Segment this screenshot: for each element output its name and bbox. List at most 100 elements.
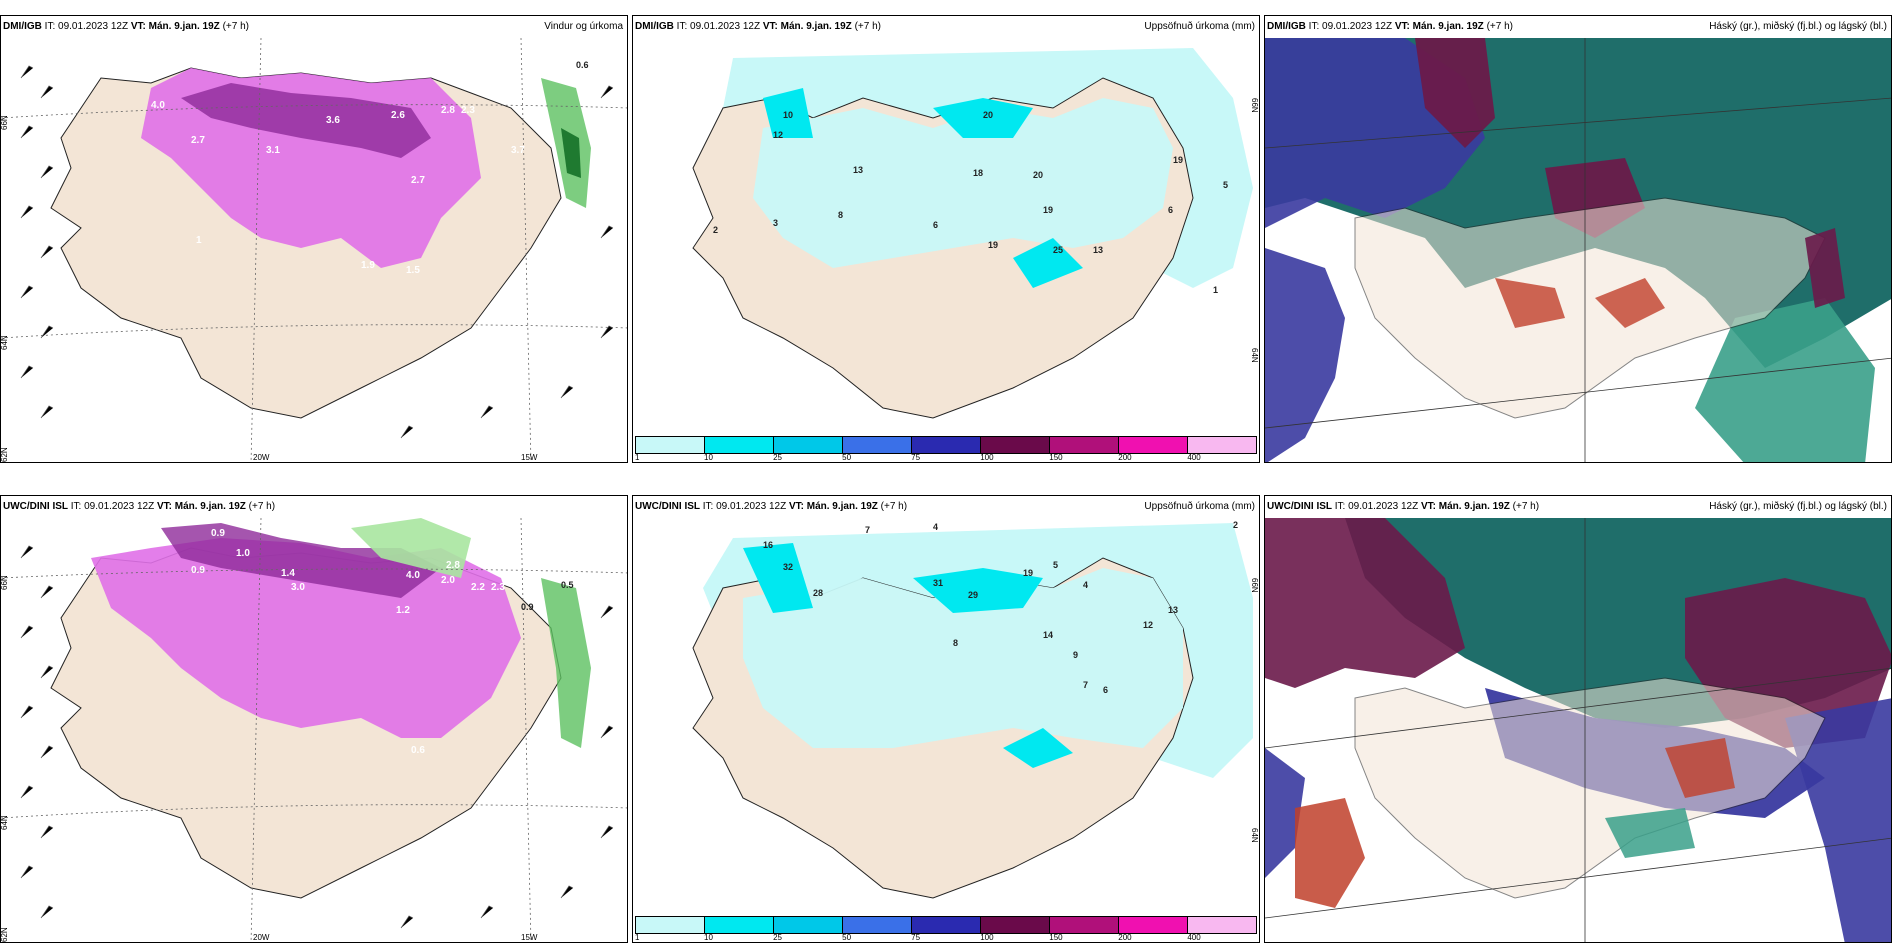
lead-time: (+7 h) <box>248 501 276 512</box>
colorbar-tick: 100 <box>980 453 994 462</box>
accum-value: 7 <box>1083 680 1088 690</box>
colorbar: 1 10 25 50 75 100 150 200 400 <box>633 916 1259 942</box>
colorbar-tick: 400 <box>1187 453 1201 462</box>
precip-area-purple-dark <box>181 83 431 158</box>
accum-value: 28 <box>813 588 823 598</box>
accum-value: 14 <box>1043 630 1053 640</box>
lon-label: 20W <box>253 933 270 942</box>
lon-label: 15W <box>521 933 538 942</box>
colorbar-swatch <box>774 437 843 453</box>
precip-value: 3.7 <box>511 145 525 156</box>
accum-value: 5 <box>1053 560 1058 570</box>
model-source: UWC/DINI ISL <box>3 501 68 512</box>
cloud-high-area <box>1265 518 1465 688</box>
cloud-high-patch <box>1665 738 1735 798</box>
panel-header: UWC/DINI ISL IT: 09.01.2023 12Z VT: Mán.… <box>1265 496 1891 518</box>
init-time: IT: 09.01.2023 12Z <box>1334 501 1419 512</box>
cloud-mid-area <box>1265 248 1345 462</box>
accum-value: 31 <box>933 578 943 588</box>
graticule <box>1265 518 1891 942</box>
lat-label: 64N <box>1 335 9 350</box>
accum-value: 12 <box>773 130 783 140</box>
graticule <box>1 518 627 942</box>
map-area: 4.0 2.7 3.1 3.6 2.6 2.8 2.3 3.7 2.7 1.9 … <box>1 38 627 462</box>
precip-value: 2.7 <box>411 175 425 186</box>
precip-value: 4.0 <box>151 100 165 111</box>
lead-time: (+7 h) <box>222 21 249 32</box>
accum-value: 19 <box>1023 568 1033 578</box>
colorbar-tick: 150 <box>1049 933 1063 942</box>
model-source: DMI/IGB <box>635 21 674 32</box>
accum-value: 25 <box>1053 245 1063 255</box>
accum-value: 3 <box>773 218 778 228</box>
cloud-mid-area <box>1785 698 1891 942</box>
precip-value: 2.8 <box>441 105 455 116</box>
product-title: Uppsöfnuð úrkoma (mm) <box>1144 21 1255 32</box>
accum-value: 6 <box>1168 205 1173 215</box>
precip-value: 1.4 <box>281 568 295 579</box>
map-panel-uwc-accum-precip: UWC/DINI ISL IT: 09.01.2023 12Z VT: Mán.… <box>632 495 1260 943</box>
precip-value: 0.9 <box>521 602 534 612</box>
lon-label: 20W <box>253 453 270 462</box>
colorbar-swatch <box>774 917 843 933</box>
colorbar-tick: 10 <box>704 933 713 942</box>
cloud-high-patch <box>1595 278 1665 328</box>
map-area: 10 20 12 13 18 20 19 19 8 6 3 2 1 5 6 13… <box>633 38 1259 438</box>
precip-value: 1.9 <box>361 260 375 271</box>
colorbar: 1 10 25 50 75 100 150 200 400 <box>633 436 1259 462</box>
colorbar-swatch <box>636 917 705 933</box>
colorbar-swatch <box>1188 437 1256 453</box>
panel-header: UWC/DINI ISL IT: 09.01.2023 12Z VT: Mán.… <box>1 496 627 518</box>
lat-label: 66N <box>1 575 9 590</box>
graticule <box>1265 38 1891 462</box>
accum-value: 13 <box>1093 245 1103 255</box>
init-time: IT: 09.01.2023 12Z <box>676 21 761 32</box>
accum-value: 13 <box>1168 605 1178 615</box>
colorbar-swatch <box>1050 437 1119 453</box>
map-area <box>1265 518 1891 942</box>
lat-label: 64N <box>1250 348 1259 363</box>
colorbar-tick: 150 <box>1049 453 1063 462</box>
colorbar-tick: 10 <box>704 453 713 462</box>
panel-header: DMI/IGB IT: 09.01.2023 12Z VT: Mán. 9.ja… <box>633 16 1259 38</box>
lat-label: 66N <box>1250 98 1259 113</box>
graticule <box>1 38 627 462</box>
lat-label: 62N <box>1 447 9 462</box>
map-area <box>1265 38 1891 462</box>
precip-value: 0.9 <box>211 528 225 539</box>
accum-value: 9 <box>1073 650 1078 660</box>
model-source: DMI/IGB <box>1267 21 1306 32</box>
cloud-low-area <box>1695 298 1875 462</box>
colorbar-swatch <box>705 437 774 453</box>
accum-value: 10 <box>783 110 793 120</box>
valid-time: VT: Mán. 9.jan. 19Z <box>788 501 878 512</box>
map-area: 0.9 1.0 0.6 0.9 4.0 2.8 2.0 2.2 2.3 3.0 … <box>1 518 627 942</box>
precip-area-purple-dark <box>161 523 441 598</box>
colorbar-tick: 75 <box>911 453 921 462</box>
product-title: Vindur og úrkoma <box>544 21 623 32</box>
colorbar-swatch <box>981 437 1050 453</box>
product-title: Háský (gr.), miðský (fj.bl.) og lágský (… <box>1709 501 1887 512</box>
precip-region-cyan <box>763 88 813 138</box>
colorbar-swatch <box>705 917 774 933</box>
colorbar-tick: 1 <box>635 453 640 462</box>
colorbar-swatch <box>1119 437 1188 453</box>
accum-value: 19 <box>1173 155 1183 165</box>
colorbar-swatch <box>912 437 981 453</box>
precip-area-green <box>351 518 471 578</box>
valid-time: VT: Mán. 9.jan. 19Z <box>1420 501 1510 512</box>
colorbar-swatch <box>981 917 1050 933</box>
lat-label: 66N <box>1250 578 1259 593</box>
precip-value: 2.7 <box>191 135 205 146</box>
cloud-high-patch <box>1495 278 1565 328</box>
accum-value: 5 <box>1223 180 1228 190</box>
precip-value: 2.3 <box>491 582 505 593</box>
lead-time: (+7 h) <box>880 501 908 512</box>
precip-region-cyan <box>933 98 1033 138</box>
colorbar-tick: 50 <box>842 933 852 942</box>
cloud-high-area <box>1415 38 1495 148</box>
lead-time: (+7 h) <box>854 21 881 32</box>
precip-value: 0.5 <box>561 580 574 590</box>
cloud-low-patch <box>1605 808 1695 858</box>
precip-region-light-overlay <box>743 568 1183 748</box>
